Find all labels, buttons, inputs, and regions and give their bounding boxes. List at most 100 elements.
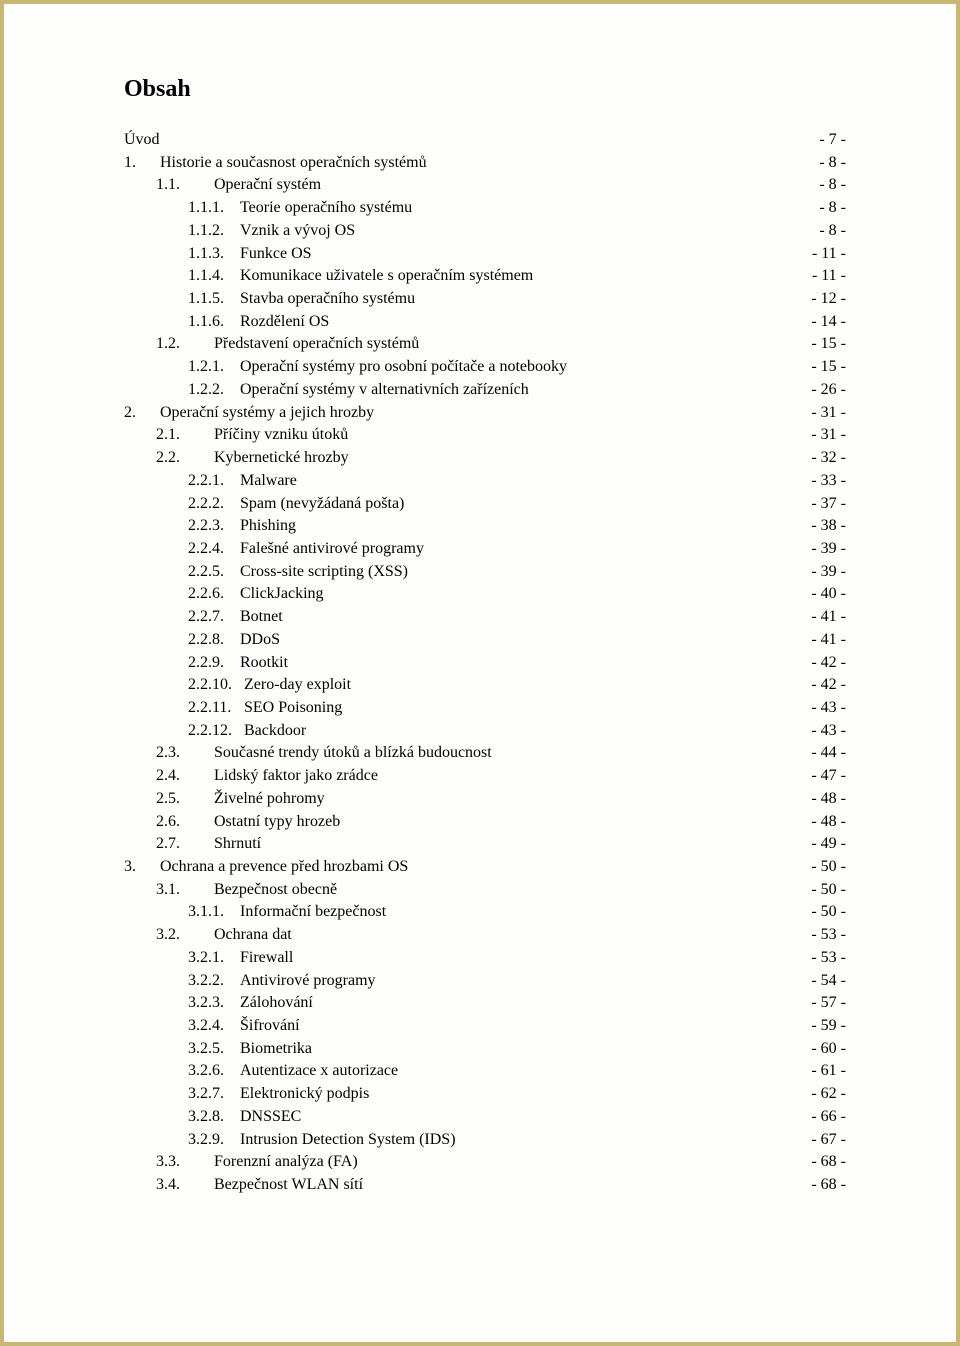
toc-entry-number: 1.1.2.	[188, 220, 240, 243]
toc-entry-label: 3.3.Forenzní analýza (FA)	[156, 1151, 358, 1174]
toc-entry-number: 1.1.6.	[188, 311, 240, 334]
toc-entry-page: - 47 -	[809, 765, 846, 788]
toc-entry-number: 1.2.	[156, 333, 214, 356]
toc-entry-title: Phishing	[240, 517, 296, 534]
toc-entry-label: 1.1.Operační systém	[156, 174, 321, 197]
toc-entry-label: 2.2.12.Backdoor	[188, 720, 306, 743]
toc-entry-label: 2.2.9.Rootkit	[188, 652, 288, 675]
toc-entry-number: 3.2.5.	[188, 1038, 240, 1061]
toc-entry-label: 3.2.7.Elektronický podpis	[188, 1083, 369, 1106]
toc-entry-label: 2.2.6.ClickJacking	[188, 583, 324, 606]
toc-entry-title: Operační systémy pro osobní počítače a n…	[240, 358, 567, 375]
toc-entry-page: - 31 -	[809, 424, 846, 447]
toc-entry-page: - 37 -	[809, 493, 846, 516]
toc-entry-number: 1.1.	[156, 174, 214, 197]
toc-entry-page: - 68 -	[809, 1151, 846, 1174]
toc-entry: 1.1.3.Funkce OS- 11 -	[124, 243, 846, 266]
toc-entry-number: 2.4.	[156, 765, 214, 788]
toc-entry: 1.2.2.Operační systémy v alternativních …	[124, 379, 846, 402]
toc-entry-title: Informační bezpečnost	[240, 903, 386, 920]
toc-entry-title: Historie a současnost operačních systémů	[160, 154, 427, 171]
toc-entry-label: 1.1.5.Stavba operačního systému	[188, 288, 415, 311]
toc-entry-label: 1.Historie a současnost operačních systé…	[124, 152, 427, 175]
toc-entry: 3.2.1.Firewall- 53 -	[124, 947, 846, 970]
toc-entry-title: Představení operačních systémů	[214, 335, 419, 352]
toc-entry-number: 3.2.	[156, 924, 214, 947]
toc-entry-number: 2.2.11.	[188, 697, 244, 720]
toc-entry-page: - 43 -	[809, 697, 846, 720]
toc-entry-page: - 54 -	[809, 970, 846, 993]
toc-entry: 2.2.Kybernetické hrozby- 32 -	[124, 447, 846, 470]
toc-entry: 1.2.Představení operačních systémů- 15 -	[124, 333, 846, 356]
toc-entry-label: 2.2.Kybernetické hrozby	[156, 447, 349, 470]
toc-entry-label: 3.2.3.Zálohování	[188, 992, 313, 1015]
toc-entry-page: - 41 -	[809, 629, 846, 652]
toc-entry: 3.1.1.Informační bezpečnost- 50 -	[124, 901, 846, 924]
toc-entry-title: Příčiny vzniku útoků	[214, 426, 348, 443]
toc-entry-label: 3.1.Bezpečnost obecně	[156, 879, 337, 902]
toc-entry-label: 2.2.3.Phishing	[188, 515, 296, 538]
toc-entry-label: 3.Ochrana a prevence před hrozbami OS	[124, 856, 408, 879]
toc-entry: 2.7.Shrnutí- 49 -	[124, 833, 846, 856]
toc-entry-page: - 7 -	[817, 129, 846, 152]
toc-entry-page: - 50 -	[809, 856, 846, 879]
toc-entry-page: - 8 -	[817, 197, 846, 220]
toc-entry-number: 3.2.3.	[188, 992, 240, 1015]
toc-entry-page: - 50 -	[809, 879, 846, 902]
toc-entry-number: 1.1.5.	[188, 288, 240, 311]
toc-entry: 2.2.1.Malware- 33 -	[124, 470, 846, 493]
toc-entry-number: 2.5.	[156, 788, 214, 811]
toc-entry-number: 2.2.9.	[188, 652, 240, 675]
toc-entry: 2.1.Příčiny vzniku útoků - 31 -	[124, 424, 846, 447]
toc-entry-title: Kybernetické hrozby	[214, 449, 349, 466]
toc-entry-label: 2.2.10.Zero-day exploit	[188, 674, 351, 697]
toc-entry-page: - 43 -	[809, 720, 846, 743]
toc-entry-page: - 11 -	[810, 265, 846, 288]
toc-entry-title: Šifrování	[240, 1017, 300, 1034]
toc-entry-title: Funkce OS	[240, 245, 312, 262]
toc-entry: 1.Historie a současnost operačních systé…	[124, 152, 846, 175]
toc-entry-title: Antivirové programy	[240, 972, 376, 989]
toc-entry-label: 1.1.4.Komunikace uživatele s operačním s…	[188, 265, 533, 288]
toc-entry-page: - 42 -	[809, 652, 846, 675]
toc-entry-title: SEO Poisoning	[244, 699, 342, 716]
toc-entry-page: - 40 -	[809, 583, 846, 606]
toc-entry-title: Operační systémy a jejich hrozby	[160, 404, 374, 421]
toc-entry-label: 1.1.6.Rozdělení OS	[188, 311, 329, 334]
toc-entry-title: Rozdělení OS	[240, 313, 329, 330]
toc-entry-title: ClickJacking	[240, 585, 324, 602]
toc-entry-number: 3.2.7.	[188, 1083, 240, 1106]
toc-entry-title: Komunikace uživatele s operačním systéme…	[240, 267, 533, 284]
toc-entry-number: 2.	[124, 402, 160, 425]
toc-entry: 2.5.Živelné pohromy- 48 -	[124, 788, 846, 811]
toc-entry-label: 3.2.9.Intrusion Detection System (IDS)	[188, 1129, 456, 1152]
toc-entry-label: 2.6.Ostatní typy hrozeb	[156, 811, 340, 834]
toc-entry: 2.2.9.Rootkit - 42 -	[124, 652, 846, 675]
toc-entry-number: 2.3.	[156, 742, 214, 765]
toc-entry-title: Operační systémy v alternativních zaříze…	[240, 381, 529, 398]
toc-entry: 2.3.Současné trendy útoků a blízká budou…	[124, 742, 846, 765]
toc-entry-title: Ochrana a prevence před hrozbami OS	[160, 858, 408, 875]
toc-entry-page: - 26 -	[809, 379, 846, 402]
toc-entry: 3.2.8.DNSSEC- 66 -	[124, 1106, 846, 1129]
toc-entry-page: - 8 -	[817, 152, 846, 175]
toc-entry-label: 1.1.2.Vznik a vývoj OS	[188, 220, 355, 243]
toc-entry: 2.2.2.Spam (nevyžádaná pošta)- 37 -	[124, 493, 846, 516]
toc-entry-title: Zero-day exploit	[244, 676, 351, 693]
toc-entry: 3.2.4.Šifrování- 59 -	[124, 1015, 846, 1038]
toc-entry-page: - 8 -	[817, 220, 846, 243]
toc-entry: 2.2.6.ClickJacking - 40 -	[124, 583, 846, 606]
toc-entry: 3.2.3.Zálohování- 57 -	[124, 992, 846, 1015]
toc-entry-number: 2.2.1.	[188, 470, 240, 493]
toc-entry-title: Elektronický podpis	[240, 1085, 369, 1102]
toc-entry-title: Cross-site scripting (XSS)	[240, 563, 408, 580]
toc-entry: 3.2.5.Biometrika- 60 -	[124, 1038, 846, 1061]
toc-entry-number: 1.2.1.	[188, 356, 240, 379]
toc-entry-page: - 67 -	[809, 1129, 846, 1152]
toc-entry-page: - 66 -	[809, 1106, 846, 1129]
toc-entry-number: 3.3.	[156, 1151, 214, 1174]
toc-entry-label: 2.2.5.Cross-site scripting (XSS)	[188, 561, 408, 584]
toc-entry-label: 2.2.7.Botnet	[188, 606, 283, 629]
toc-entry-title: Ostatní typy hrozeb	[214, 813, 340, 830]
toc-entry-number: 2.1.	[156, 424, 214, 447]
